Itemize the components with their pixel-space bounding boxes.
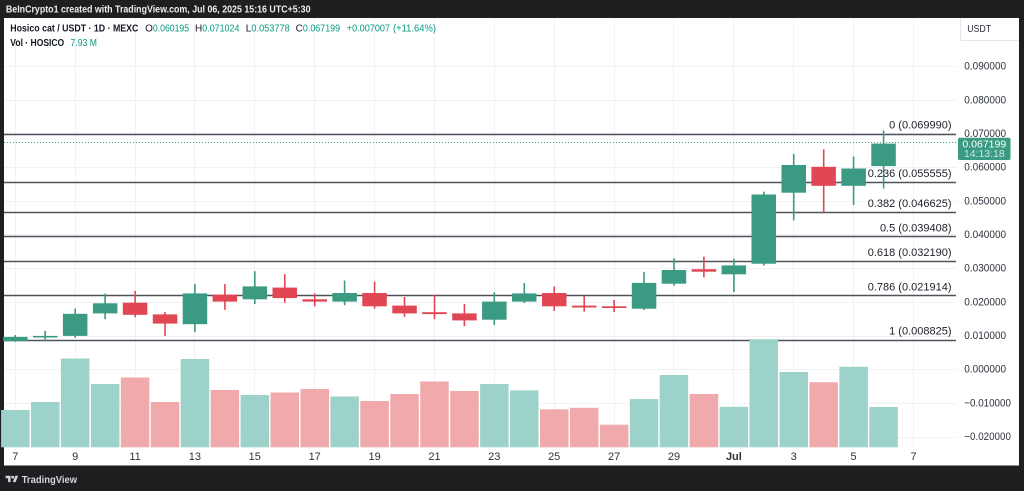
svg-text:0.000000: 0.000000 [964,364,1006,376]
svg-text:0 (0.069990): 0 (0.069990) [889,120,951,132]
svg-text:Jul: Jul [726,451,742,463]
svg-text:L: L [246,24,252,35]
svg-text:Hosico cat / USDT · 1D · MEXC: Hosico cat / USDT · 1D · MEXC [10,24,138,35]
svg-text:Vol · HOSICO: Vol · HOSICO [10,38,64,49]
svg-text:0.067199: 0.067199 [303,24,341,35]
svg-text:0.070000: 0.070000 [964,128,1006,140]
svg-text:0.382 (0.046625): 0.382 (0.046625) [868,198,952,210]
svg-text:0.236 (0.055555): 0.236 (0.055555) [868,168,952,180]
svg-text:3: 3 [791,451,797,463]
svg-text:−0.010000: −0.010000 [964,397,1011,409]
svg-text:TradingView: TradingView [22,474,78,486]
svg-text:USDT: USDT [967,23,991,35]
svg-text:5: 5 [851,451,857,463]
svg-text:27: 27 [608,451,620,463]
svg-text:1 (0.008825): 1 (0.008825) [889,326,951,338]
svg-text:H: H [195,24,202,35]
svg-text:0.5 (0.039408): 0.5 (0.039408) [880,222,952,234]
svg-text:7: 7 [12,451,18,463]
svg-text:29: 29 [668,451,680,463]
svg-text:21: 21 [428,451,440,463]
svg-text:7: 7 [910,451,916,463]
svg-text:0.040000: 0.040000 [964,229,1006,241]
svg-text:0.030000: 0.030000 [964,263,1006,275]
svg-text:11: 11 [129,451,140,463]
svg-text:19: 19 [368,451,380,463]
svg-text:14:13:18: 14:13:18 [964,148,1005,160]
svg-text:0.050000: 0.050000 [964,195,1006,207]
svg-text:15: 15 [249,451,261,463]
svg-text:0.067199: 0.067199 [962,138,1006,150]
svg-text:0.020000: 0.020000 [964,296,1006,308]
svg-text:0.618 (0.032190): 0.618 (0.032190) [868,247,952,259]
svg-text:0.060195: 0.060195 [153,24,190,35]
svg-text:25: 25 [548,451,560,463]
svg-text:O: O [145,24,153,35]
svg-text:0.053778: 0.053778 [251,24,290,35]
svg-text:C: C [296,24,303,35]
svg-text:7.93 M: 7.93 M [71,38,98,49]
svg-text:−0.020000: −0.020000 [964,431,1011,443]
svg-text:9: 9 [72,451,78,463]
svg-text:0.010000: 0.010000 [964,330,1006,342]
svg-text:(+11.64%): (+11.64%) [393,24,436,35]
svg-text:0.060000: 0.060000 [964,162,1006,174]
svg-text:23: 23 [488,451,500,463]
svg-text:BeInCrypto1 created with Tradi: BeInCrypto1 created with TradingView.com… [6,4,311,16]
svg-text:0.090000: 0.090000 [964,61,1006,73]
svg-text:17: 17 [309,451,321,463]
svg-text:0.071024: 0.071024 [202,24,239,35]
svg-text:+0.007007: +0.007007 [347,24,391,35]
svg-text:13: 13 [189,451,201,463]
svg-text:0.080000: 0.080000 [964,94,1006,106]
svg-text:0.786 (0.021914): 0.786 (0.021914) [868,281,952,293]
